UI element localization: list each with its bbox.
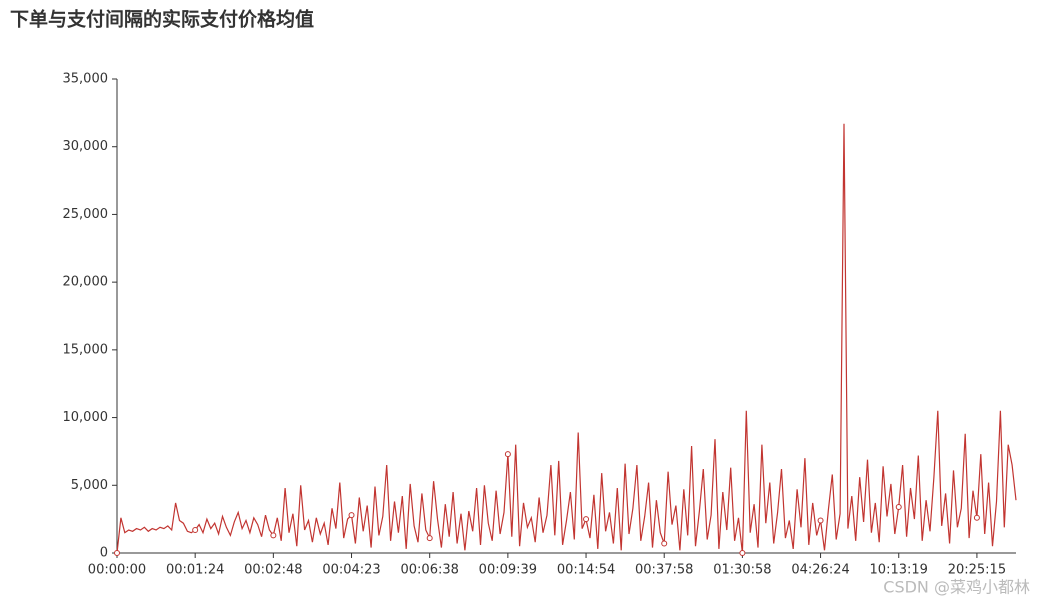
x-tick-label: 00:09:39 [479,563,537,578]
x-tick-label: 00:14:54 [557,563,615,578]
y-tick-label: 35,000 [63,72,109,87]
point [739,550,746,556]
y-tick-label: 25,000 [63,207,109,222]
x-tick-label: 00:02:48 [244,563,302,578]
x-tick-label: 01:30:58 [713,563,771,578]
x-tick-label: 04:26:24 [791,563,849,578]
line [116,123,1017,554]
y-tick-label: 20,000 [63,275,109,290]
y-tick-label: 30,000 [63,139,109,154]
y-tick-label: 15,000 [63,342,109,357]
point [504,451,511,458]
x-tick-label: 00:04:23 [322,563,380,578]
point [661,540,668,547]
point [583,516,590,523]
x-tick-label: 00:01:24 [166,563,224,578]
point [426,535,433,542]
x-tick-label: 00:06:38 [401,563,459,578]
x-tick-label: 00:37:58 [635,563,693,578]
point [192,526,199,533]
point [973,514,980,521]
point [817,517,824,524]
y-tick-label: 10,000 [63,410,109,425]
x-tick-label: 20:25:15 [948,563,1006,578]
point [270,532,277,539]
y-tick-label: 5,000 [71,478,108,493]
x-tick-label: 10:13:19 [870,563,928,578]
chart-title: 下单与支付间隔的实际支付价格均值 [10,8,314,31]
watermark: CSDN @菜鸡小都林 [883,578,1030,597]
x-tick-label: 00:00:00 [88,563,146,578]
point [895,503,902,510]
point [114,550,120,556]
y-tick-label: 0 [100,546,108,561]
point [348,512,355,519]
